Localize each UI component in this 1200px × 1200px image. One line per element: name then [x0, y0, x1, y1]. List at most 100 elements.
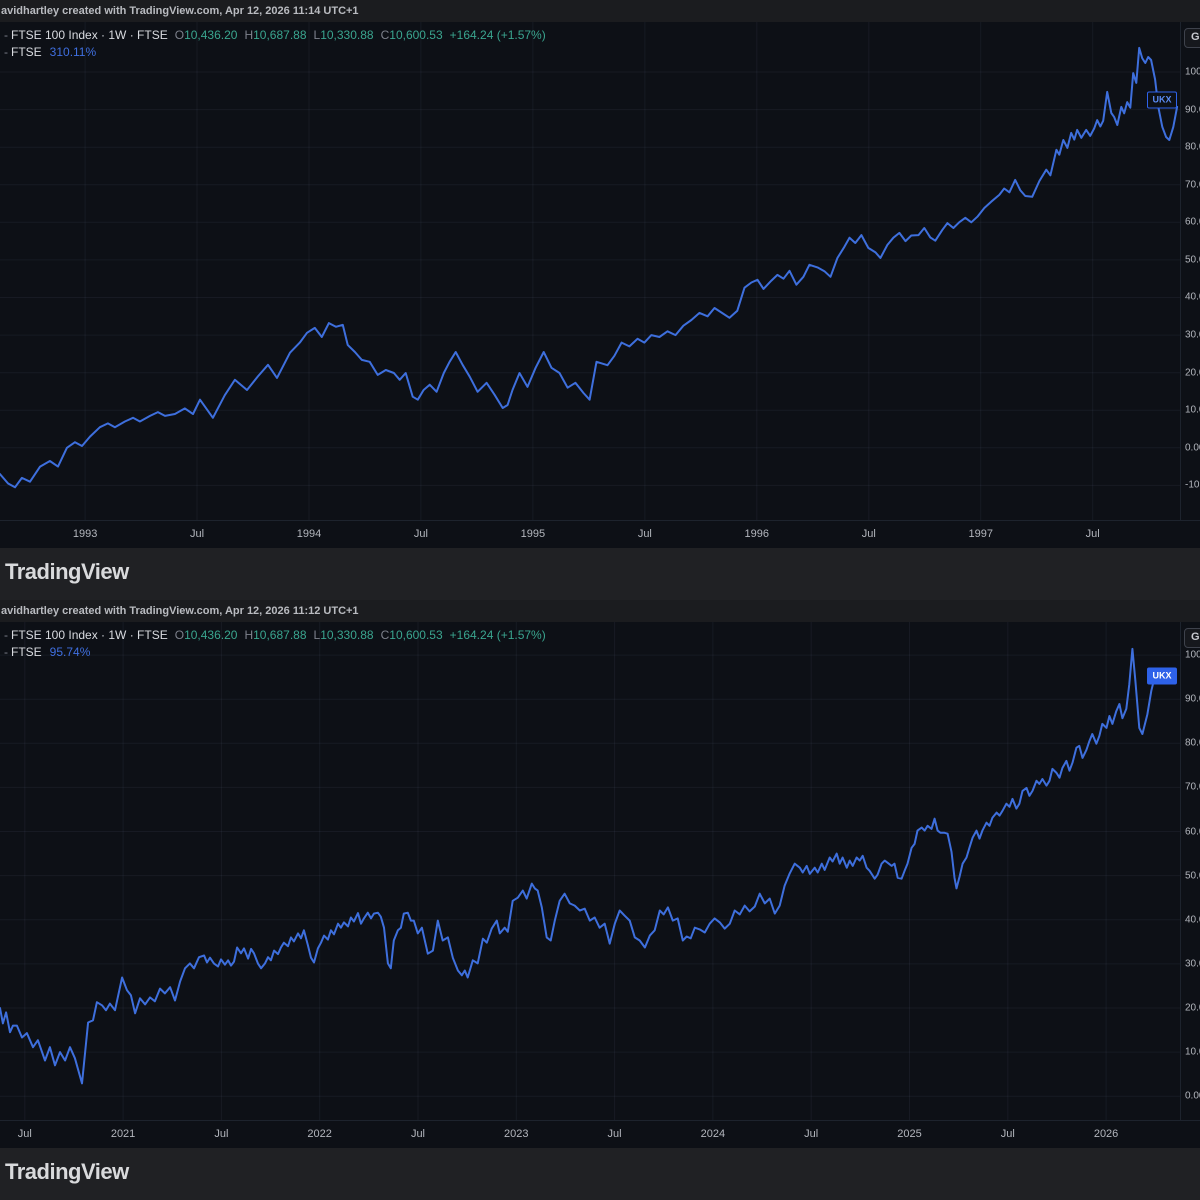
symbol-title: FTSE 100 Index · 1W · FTSE — [11, 628, 168, 642]
high-label: H — [244, 28, 254, 42]
time-tick-label: Jul — [190, 528, 205, 540]
crop-artifact: - — [4, 645, 8, 659]
price-tick-label: 0.00 — [1185, 1090, 1200, 1102]
price-tick-label: 0.00 — [1185, 442, 1200, 454]
price-tick-label: 10.00 — [1185, 404, 1200, 416]
low-label: L — [313, 28, 321, 42]
price-chart[interactable]: - FTSE 100 Index · 1W · FTSE O10,436.20 H10… — [0, 22, 1180, 520]
crop-artifact: - — [4, 45, 8, 59]
time-tick-label: Jul — [804, 1128, 819, 1140]
time-tick-label: 1995 — [520, 528, 546, 540]
price-tick-label: 80.00 — [1185, 141, 1200, 153]
currency-button[interactable]: GBP — [1184, 28, 1200, 48]
attribution-text: avidhartley created with TradingView.com… — [0, 600, 1200, 622]
symbol-title: FTSE 100 Index · 1W · FTSE — [11, 28, 168, 42]
time-tick-label: 2024 — [700, 1128, 726, 1140]
legend: - FTSE 100 Index · 1W · FTSE O10,436.20 H10… — [4, 27, 546, 61]
chart-panel-1992-1997: avidhartley created with TradingView.com… — [0, 0, 1200, 600]
price-chart[interactable]: - FTSE 100 Index · 1W · FTSE O10,436.20 H10… — [0, 622, 1180, 1120]
legend: - FTSE 100 Index · 1W · FTSE O10,436.20 H10… — [4, 627, 546, 661]
change-value: +164.24 (+1.57%) — [449, 628, 546, 642]
price-tick-label: 30.00 — [1185, 329, 1200, 341]
time-tick-label: Jul — [637, 528, 652, 540]
time-tick-label: Jul — [214, 1128, 229, 1140]
price-tick-label: 60.00 — [1185, 826, 1200, 838]
indicator-name: FTSE — [11, 45, 42, 59]
price-tick-label: 100.00 — [1185, 66, 1200, 78]
legend-main-row[interactable]: - FTSE 100 Index · 1W · FTSE O10,436.20 H10… — [4, 627, 546, 644]
change-value: +164.24 (+1.57%) — [449, 28, 546, 42]
time-scale[interactable]: 1993 Jul 1994 Jul 1995 Jul 1996 Jul 1997 Jul — [0, 520, 1200, 549]
price-tick-label: 70.00 — [1185, 179, 1200, 191]
indicator-name: FTSE — [11, 645, 42, 659]
indicator-value: 310.11% — [49, 45, 97, 59]
open-value: 10,436.20 — [184, 628, 238, 642]
low-value: 10,330.88 — [320, 28, 374, 42]
tradingview-logo[interactable]: TradingView — [5, 1159, 129, 1184]
legend-main-row[interactable]: - FTSE 100 Index · 1W · FTSE O10,436.20 H10… — [4, 27, 546, 44]
time-tick-label: Jul — [410, 1128, 425, 1140]
price-tick-label: 50.00 — [1185, 870, 1200, 882]
chart-canvas[interactable] — [0, 22, 1180, 520]
footer-bar: TradingView — [0, 1148, 1200, 1200]
price-label-badge: UKX — [1147, 91, 1177, 109]
price-scale[interactable]: GBP 100.00 90.00 80.00 70.00 60.00 50.00 40.00… — [1180, 22, 1200, 520]
price-tick-label: 70.00 — [1185, 781, 1200, 793]
time-tick-label: Jul — [1000, 1128, 1015, 1140]
time-tick-label: Jul — [861, 528, 876, 540]
high-value: 10,687.88 — [253, 28, 307, 42]
time-tick-label: Jul — [1085, 528, 1100, 540]
price-scale[interactable]: GBP 100.00 90.00 80.00 70.00 60.00 50.00 40.00… — [1180, 622, 1200, 1120]
time-tick-label: 1993 — [72, 528, 98, 540]
time-tick-label: Jul — [607, 1128, 622, 1140]
crop-artifact: - — [4, 28, 8, 42]
price-tick-label: 100.00 — [1185, 649, 1200, 661]
low-label: L — [313, 628, 321, 642]
price-tick-label: 30.00 — [1185, 958, 1200, 970]
price-tick-label: 90.00 — [1185, 104, 1200, 116]
time-scale[interactable]: Jul 2021 Jul 2022 Jul 2023 Jul 2024 Jul 2025 Jul 20… — [0, 1120, 1200, 1149]
time-tick-label: 2025 — [897, 1128, 922, 1140]
close-value: 10,600.53 — [389, 28, 443, 42]
price-tick-label: 40.00 — [1185, 914, 1200, 926]
chart-canvas[interactable] — [0, 622, 1180, 1120]
close-label: C — [380, 28, 390, 42]
tradingview-logo[interactable]: TradingView — [5, 559, 129, 584]
open-label: O — [174, 628, 185, 642]
price-label-badge: UKX — [1147, 667, 1177, 685]
close-value: 10,600.53 — [389, 628, 443, 642]
time-tick-label: 2022 — [307, 1128, 332, 1140]
price-tick-label: 20.00 — [1185, 1002, 1200, 1014]
crop-artifact: - — [4, 628, 8, 642]
legend-indicator-row[interactable]: - FTSE 95.74% — [4, 644, 546, 661]
chart-panel-2020-2026: avidhartley created with TradingView.com… — [0, 600, 1200, 1200]
price-tick-label: 20.00 — [1185, 367, 1200, 379]
currency-button[interactable]: GBP — [1184, 628, 1200, 648]
legend-indicator-row[interactable]: - FTSE 310.11% — [4, 44, 546, 61]
time-tick-label: Jul — [413, 528, 428, 540]
price-tick-label: 10.00 — [1185, 1046, 1200, 1058]
time-tick-label: 1997 — [968, 528, 993, 540]
time-tick-label: 1996 — [744, 528, 770, 540]
price-tick-label: 40.00 — [1185, 291, 1200, 303]
time-tick-label: 2026 — [1093, 1128, 1119, 1140]
time-tick-label: 2021 — [110, 1128, 136, 1140]
time-tick-label: 1994 — [296, 528, 322, 540]
price-tick-label: 80.00 — [1185, 737, 1200, 749]
open-label: O — [174, 28, 185, 42]
high-label: H — [244, 628, 254, 642]
time-tick-label: Jul — [17, 1128, 32, 1140]
open-value: 10,436.20 — [184, 28, 238, 42]
close-label: C — [380, 628, 390, 642]
price-tick-label: -10.00 — [1185, 479, 1200, 491]
footer-bar: TradingView — [0, 548, 1200, 600]
time-tick-label: 2023 — [504, 1128, 529, 1140]
price-tick-label: 60.00 — [1185, 216, 1200, 228]
price-tick-label: 90.00 — [1185, 693, 1200, 705]
high-value: 10,687.88 — [253, 628, 307, 642]
indicator-value: 95.74% — [49, 645, 91, 659]
attribution-text: avidhartley created with TradingView.com… — [0, 0, 1200, 22]
low-value: 10,330.88 — [320, 628, 374, 642]
price-tick-label: 50.00 — [1185, 254, 1200, 266]
